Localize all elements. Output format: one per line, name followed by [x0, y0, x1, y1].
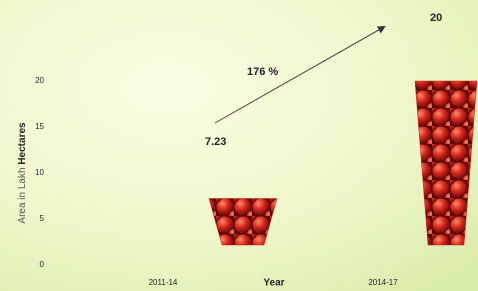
- y-tick-label: 10: [35, 168, 44, 177]
- y-tick-label: 5: [40, 214, 45, 223]
- x-tick-label: 2014-17: [368, 278, 398, 287]
- x-tick-label: 2011-14: [149, 278, 178, 287]
- y-axis-label: Area in Lakh Hectares: [17, 122, 28, 224]
- y-tick-label: 15: [35, 122, 44, 131]
- data-label: 7.23: [205, 136, 226, 148]
- x-axis-label: Year: [263, 278, 284, 289]
- y-tick-label: 20: [35, 76, 44, 85]
- chart: 176 % Area in Lakh Hectares Year 0 5 10 15 2…: [0, 0, 478, 291]
- data-label: 20: [430, 12, 442, 24]
- y-tick-label: 0: [40, 260, 45, 269]
- y-label-part: Area in Lakh: [17, 167, 28, 223]
- background: [0, 0, 478, 291]
- y-label-part: Hectares: [17, 122, 28, 165]
- annotation: 176 %: [247, 66, 278, 78]
